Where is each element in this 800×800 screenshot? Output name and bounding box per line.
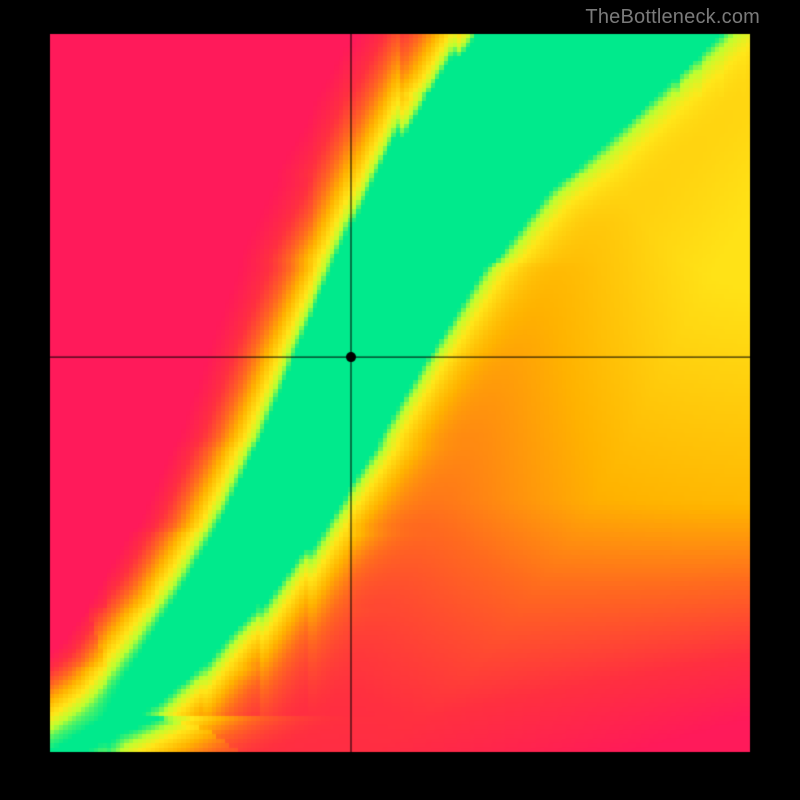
bottleneck-heatmap-canvas bbox=[0, 0, 800, 800]
chart-root: TheBottleneck.com bbox=[0, 0, 800, 800]
watermark-text: TheBottleneck.com bbox=[585, 6, 760, 29]
